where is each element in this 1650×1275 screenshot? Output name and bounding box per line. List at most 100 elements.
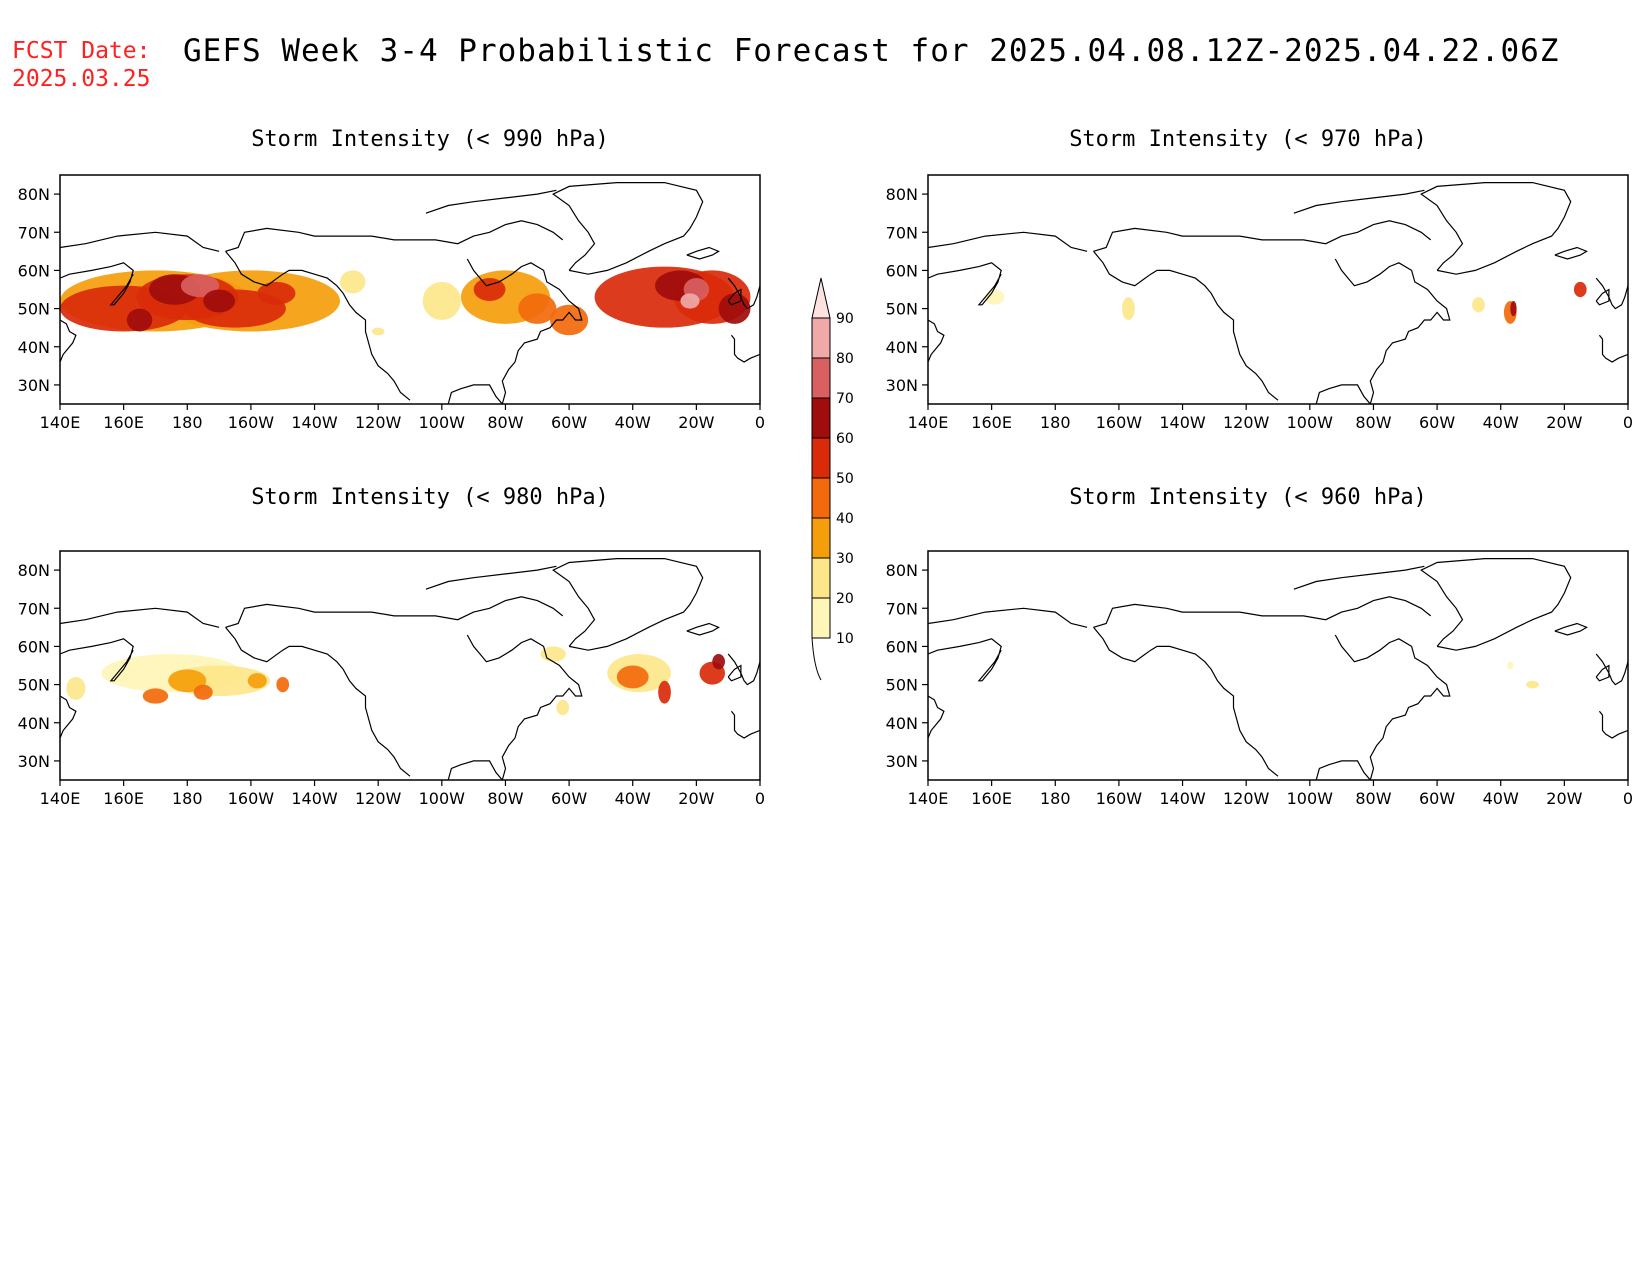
lat-tick-label: 30N xyxy=(18,752,50,771)
lon-tick-label: 80W xyxy=(1355,413,1391,432)
lon-tick-label: 140W xyxy=(1159,413,1206,432)
lon-tick-label: 80W xyxy=(487,413,523,432)
probability-area xyxy=(422,281,461,321)
lon-tick-label: 160E xyxy=(103,789,144,808)
colorbar-swatch xyxy=(811,317,831,359)
panel-title-970: Storm Intensity (< 970 hPa) xyxy=(1069,127,1427,152)
lon-tick-label: 20W xyxy=(678,789,714,808)
lon-tick-label: 40W xyxy=(1483,413,1519,432)
probability-area xyxy=(257,281,296,305)
lat-tick-label: 80N xyxy=(18,185,50,204)
panel-title-990: Storm Intensity (< 990 hPa) xyxy=(251,127,609,152)
probability-area xyxy=(718,293,751,324)
lat-tick-label: 50N xyxy=(886,676,918,695)
probability-area xyxy=(1510,300,1517,317)
probability-area xyxy=(247,673,267,689)
colorbar-swatch xyxy=(811,357,831,399)
map-panel-p990: 80N 70N 60N 50N 40N 30N 140E 160E 180 160W 140W 120… xyxy=(18,174,765,432)
lat-tick-label: 30N xyxy=(886,376,918,395)
lon-tick-label: 40W xyxy=(615,789,651,808)
lon-tick-label: 20W xyxy=(1546,789,1582,808)
probability-area xyxy=(985,289,1005,305)
lon-tick-label: 160W xyxy=(228,413,275,432)
colorbar-level-label: 40 xyxy=(836,511,854,527)
probability-area xyxy=(1122,297,1135,321)
lat-tick-label: 80N xyxy=(886,561,918,580)
lon-tick-label: 40W xyxy=(1483,789,1519,808)
lon-tick-label: 60W xyxy=(551,413,587,432)
colorbar-level-label: 50 xyxy=(836,471,854,487)
lon-tick-label: 60W xyxy=(551,789,587,808)
lon-tick-label: 140W xyxy=(291,789,338,808)
map-panel-p980: 80N 70N 60N 50N 40N 30N 140E 160E 180 160W 140W 120… xyxy=(18,550,765,808)
lat-tick-label: 80N xyxy=(18,561,50,580)
map-panel-p970: 80N 70N 60N 50N 40N 30N 140E 160E 180 160W 140W 120… xyxy=(886,174,1633,432)
lat-tick-label: 40N xyxy=(886,714,918,733)
lon-tick-label: 180 xyxy=(1040,413,1071,432)
lon-tick-label: 120W xyxy=(355,413,402,432)
lon-tick-label: 180 xyxy=(172,789,203,808)
colorbar-level-label: 70 xyxy=(836,391,854,407)
probability-area xyxy=(1526,680,1539,689)
colorbar-level-label: 90 xyxy=(836,311,854,327)
probability-area xyxy=(658,680,671,704)
probability-area xyxy=(142,688,169,704)
lon-tick-label: 100W xyxy=(419,789,466,808)
lon-tick-label: 180 xyxy=(1040,789,1071,808)
lon-tick-label: 80W xyxy=(487,789,523,808)
lon-tick-label: 120W xyxy=(1223,413,1270,432)
lon-tick-label: 20W xyxy=(678,413,714,432)
lat-tick-label: 70N xyxy=(886,223,918,242)
colorbar-swatch xyxy=(811,477,831,519)
lon-tick-label: 140E xyxy=(908,789,949,808)
lon-tick-label: 20W xyxy=(1546,413,1582,432)
lon-tick-label: 160E xyxy=(971,789,1012,808)
lon-tick-label: 120W xyxy=(355,789,402,808)
probability-area xyxy=(168,669,207,693)
probability-area xyxy=(371,327,385,336)
fcst-date-value: 2025.03.25 xyxy=(12,66,151,92)
lon-tick-label: 160W xyxy=(1096,789,1143,808)
colorbar-level-label: 60 xyxy=(836,431,854,447)
probability-area xyxy=(276,676,290,693)
panel-title-980: Storm Intensity (< 980 hPa) xyxy=(251,485,609,510)
colorbar-swatch xyxy=(811,397,831,439)
lon-tick-label: 0 xyxy=(755,413,765,432)
lon-tick-label: 140W xyxy=(291,413,338,432)
lat-tick-label: 60N xyxy=(886,637,918,656)
probability-area xyxy=(126,308,153,332)
lon-tick-label: 120W xyxy=(1223,789,1270,808)
probability-area xyxy=(1472,297,1485,313)
lat-tick-label: 60N xyxy=(18,261,50,280)
colorbar-level-label: 80 xyxy=(836,351,854,367)
probability-area xyxy=(473,278,506,301)
lat-tick-label: 70N xyxy=(18,599,50,618)
lon-tick-label: 80W xyxy=(1355,789,1391,808)
lat-tick-label: 50N xyxy=(886,300,918,319)
colorbar: 10 20 30 40 50 60 70 80 90 xyxy=(811,277,854,681)
lon-tick-label: 160W xyxy=(1096,413,1143,432)
map-panel-p960: 80N 70N 60N 50N 40N 30N 140E 160E 180 160W 140W 120… xyxy=(886,550,1633,808)
probability-area xyxy=(550,304,589,336)
probability-area xyxy=(340,270,366,294)
colorbar-swatch xyxy=(811,597,831,639)
probability-area xyxy=(712,654,725,670)
lon-tick-label: 140E xyxy=(40,413,81,432)
lon-tick-label: 100W xyxy=(1287,413,1334,432)
colorbar-swatch xyxy=(811,517,831,559)
lat-tick-label: 60N xyxy=(886,261,918,280)
probability-area xyxy=(1573,281,1587,298)
lon-tick-label: 140E xyxy=(40,789,81,808)
colorbar-level-label: 30 xyxy=(836,551,854,567)
lon-tick-label: 0 xyxy=(755,789,765,808)
page-title: GEFS Week 3-4 Probabilistic Forecast for… xyxy=(183,33,1560,69)
lon-tick-label: 160W xyxy=(228,789,275,808)
colorbar-level-label: 20 xyxy=(836,591,854,607)
lat-tick-label: 70N xyxy=(18,223,50,242)
lon-tick-label: 60W xyxy=(1419,789,1455,808)
probability-area xyxy=(1507,661,1514,670)
probability-area xyxy=(193,684,213,700)
lon-tick-label: 140W xyxy=(1159,789,1206,808)
lon-tick-label: 160E xyxy=(971,413,1012,432)
lon-tick-label: 140E xyxy=(908,413,949,432)
